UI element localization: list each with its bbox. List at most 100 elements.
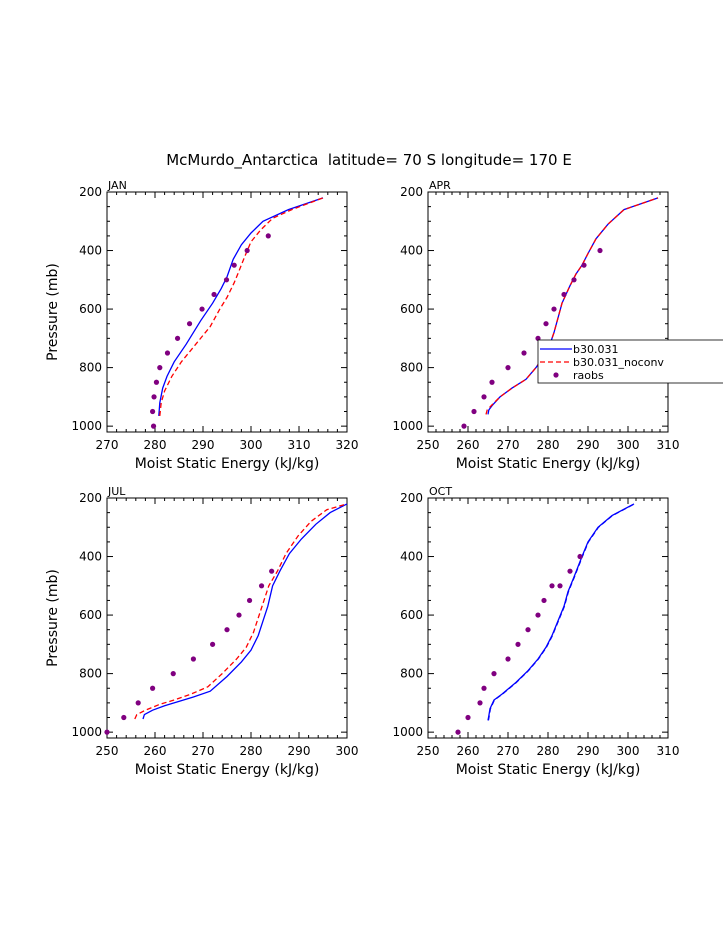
raob-point	[455, 729, 461, 735]
raob-point	[525, 627, 531, 633]
plot-frame	[106, 497, 348, 739]
legend-label: b30.031	[573, 343, 618, 356]
panel-jan: JAN 270 280 290 300 310 320 200 400 600 800 1000 Moi…	[45, 179, 358, 472]
panel-label: JAN	[107, 179, 127, 192]
panels: JAN 270 280 290 300 310 320 200 400 600 800 1000 Moi…	[45, 179, 679, 778]
raob-point	[597, 247, 603, 254]
x-tick-label: 310	[657, 438, 680, 452]
raob-point	[521, 350, 527, 356]
series-b30-031	[142, 503, 348, 720]
raob-point	[543, 321, 549, 327]
raob-point	[224, 627, 230, 633]
x-tick-label: 250	[417, 438, 440, 452]
y-tick-label: 200	[79, 185, 102, 199]
raob-point	[150, 685, 156, 691]
x-tick-label: 300	[617, 744, 640, 758]
noconv-line	[487, 503, 635, 721]
y-tick-label: 400	[79, 244, 102, 258]
x-tick-label: 290	[577, 744, 600, 758]
x-tick-label: 270	[96, 438, 119, 452]
x-tick-label: 280	[240, 744, 263, 758]
y-tick-label: 400	[400, 244, 423, 258]
raob-point	[157, 365, 163, 371]
y-tick-label: 200	[79, 491, 102, 505]
series-raobs	[455, 553, 583, 735]
series-b30-031-noconv	[487, 503, 635, 721]
legend-label: b30.031_noconv	[573, 356, 664, 369]
x-axis-label: Moist Static Energy (kJ/kg)	[456, 762, 641, 778]
y-tick-label: 800	[79, 361, 102, 375]
x-tick-label: 310	[288, 438, 311, 452]
x-tick-label: 280	[537, 744, 560, 758]
raob-point	[481, 685, 487, 691]
plot-frame	[106, 191, 348, 433]
y-axis-label: Pressure (mb)	[45, 263, 61, 361]
raob-point	[199, 306, 205, 312]
y-tick-label: 600	[400, 608, 423, 622]
x-tick-label: 260	[144, 744, 167, 758]
x-tick-label: 270	[497, 744, 520, 758]
raob-point	[211, 291, 217, 298]
raob-point	[151, 394, 157, 400]
x-tick-label: 280	[537, 438, 560, 452]
legend-label: raobs	[573, 369, 604, 382]
panel-jul: JUL 250 260 270 280 290 300 200 400 600 800 1000 Moi…	[45, 485, 358, 778]
raob-point	[269, 568, 275, 574]
x-tick-label: 250	[417, 744, 440, 758]
raob-point	[577, 553, 583, 560]
raob-point	[489, 379, 495, 385]
raob-point	[541, 597, 547, 604]
raob-point	[210, 641, 216, 647]
y-tick-label: 600	[79, 302, 102, 316]
figure-title: McMurdo_Antarctica latitude= 70 S longit…	[166, 151, 572, 170]
x-tick-label: 270	[497, 438, 520, 452]
raob-point	[104, 729, 110, 735]
raob-point	[477, 700, 483, 706]
raob-point	[121, 714, 127, 721]
panel-label: OCT	[429, 485, 452, 498]
plot-frame	[427, 497, 669, 739]
series-raobs	[150, 233, 271, 429]
y-tick-label: 1000	[71, 419, 102, 433]
x-axis-label: Moist Static Energy (kJ/kg)	[456, 456, 641, 472]
raob-point	[170, 671, 176, 677]
raob-point	[515, 641, 521, 647]
raob-point	[551, 306, 557, 312]
panel-apr: APR 250 260 270 280 290 300 310 200 400 600 800 1000…	[392, 179, 679, 472]
raob-point	[465, 714, 471, 721]
series-b30-031	[158, 197, 324, 416]
model-line	[142, 503, 348, 720]
x-tick-label: 260	[457, 744, 480, 758]
panel-label: APR	[429, 179, 451, 192]
noconv-line	[485, 197, 659, 415]
y-tick-label: 400	[400, 550, 423, 564]
y-tick-label: 1000	[71, 725, 102, 739]
raob-point	[135, 700, 141, 706]
x-tick-label: 260	[457, 438, 480, 452]
y-axis-label: Pressure (mb)	[45, 569, 61, 667]
x-tick-label: 300	[336, 744, 359, 758]
model-line	[158, 197, 324, 416]
raob-point	[174, 335, 181, 341]
raob-point	[581, 262, 587, 268]
raob-point	[258, 583, 265, 589]
x-tick-label: 310	[657, 744, 680, 758]
x-tick-label: 290	[288, 744, 311, 758]
raob-point	[505, 365, 511, 371]
raob-point	[186, 321, 193, 327]
raob-point	[164, 350, 171, 356]
y-tick-label: 200	[400, 185, 423, 199]
x-tick-label: 280	[144, 438, 167, 452]
raob-point	[231, 262, 237, 268]
x-tick-label: 300	[617, 438, 640, 452]
y-tick-label: 400	[79, 550, 102, 564]
raob-point	[150, 408, 156, 415]
noconv-line	[134, 503, 348, 720]
x-axis-label: Moist Static Energy (kJ/kg)	[135, 456, 320, 472]
series-b30-031-noconv	[485, 197, 659, 415]
raob-point	[153, 379, 160, 385]
raob-point	[471, 408, 477, 415]
raob-point	[223, 277, 230, 283]
